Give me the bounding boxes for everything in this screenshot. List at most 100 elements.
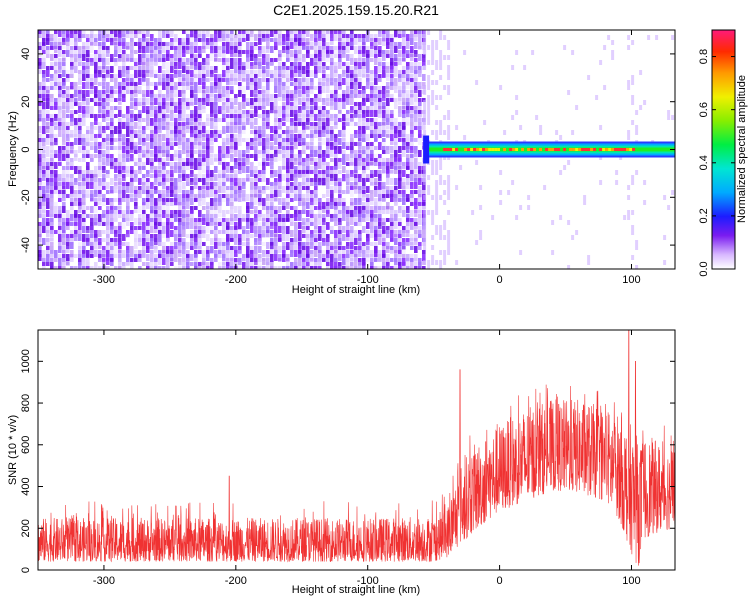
spectrogram-cell	[98, 254, 102, 258]
spectrogram-cell	[302, 58, 306, 62]
spectrogram-cell	[254, 86, 258, 93]
spectrogram-cell	[74, 194, 78, 201]
spectrogram-cell	[410, 198, 414, 202]
spectrogram-cell	[210, 142, 214, 146]
spectrogram-cell	[262, 86, 266, 93]
spectrogram-cell	[90, 206, 94, 213]
spectrogram-cell	[166, 146, 170, 150]
spectrogram-cell	[166, 170, 170, 177]
spectrogram-cell	[46, 78, 50, 82]
spectrogram-cell	[310, 234, 314, 241]
spectrogram-cell	[86, 266, 90, 269]
spectrogram-cell	[366, 78, 370, 85]
spectrogram-cell	[402, 226, 406, 233]
spectrogram-cell	[394, 246, 398, 253]
spectrogram-cell	[242, 114, 246, 118]
spectrogram-cell	[262, 114, 266, 121]
spectrogram-cell	[110, 226, 114, 230]
spectrogram-cell	[62, 254, 66, 258]
spectrogram-cell	[427, 45, 431, 50]
spectrogram-cell	[206, 254, 210, 261]
spectrogram-cell	[38, 62, 42, 69]
spectrogram-cell	[402, 90, 406, 94]
spectrogram-cell	[154, 190, 158, 194]
spectrogram-cell	[254, 190, 258, 197]
spectrogram-cell	[274, 182, 278, 186]
spectrogram-cell	[354, 210, 358, 217]
spectrogram-cell	[334, 254, 338, 258]
spectrogram-cell	[94, 166, 98, 170]
spectrogram-cell	[82, 146, 86, 150]
spectrogram-cell	[218, 154, 222, 161]
spectrogram-cell	[254, 170, 258, 177]
spectrogram-cell	[374, 158, 378, 162]
spectrogram-cell	[242, 62, 246, 66]
spectrogram-cell	[334, 206, 338, 210]
spectrogram-cell	[322, 218, 326, 225]
spectrogram-cell	[122, 266, 126, 269]
spectrogram-cell	[194, 46, 198, 53]
spectrogram-cell	[66, 126, 70, 130]
spectrogram-cell	[46, 134, 50, 138]
spectrogram-cell	[394, 234, 398, 238]
spectrogram-cell	[194, 42, 198, 46]
spectrogram-cell	[423, 215, 427, 220]
spectrogram-cell	[398, 226, 402, 230]
spectrogram-cell	[98, 34, 102, 41]
spectrogram-cell	[406, 258, 410, 262]
spectrogram-cell	[122, 154, 126, 158]
spectrogram-cell	[358, 202, 362, 209]
spectrogram-cell	[382, 166, 386, 173]
spectrogram-cell	[230, 146, 234, 153]
spectrogram-cell	[350, 250, 354, 257]
spectrogram-cell	[114, 126, 118, 130]
spectrogram-cell	[150, 162, 154, 169]
spectrogram-cell	[54, 122, 58, 129]
spectrogram-cell	[82, 194, 86, 198]
spectrogram-cell	[150, 182, 154, 189]
spectrogram-cell	[162, 54, 166, 61]
spectrogram-cell	[202, 82, 206, 89]
spectrogram-cell	[230, 238, 234, 242]
spectrogram-cell	[190, 154, 194, 158]
spectrogram-cell	[42, 134, 46, 138]
spectrogram-cell	[126, 198, 130, 202]
spectrogram-cell	[190, 54, 194, 58]
spectrogram-cell	[318, 250, 322, 254]
spectrogram-cell	[366, 62, 370, 66]
spectrogram-cell	[202, 42, 206, 49]
spectrogram-cell	[70, 242, 74, 249]
spectrogram-cell	[330, 142, 334, 149]
spectrogram-cell	[394, 190, 398, 194]
spectrogram-cell	[402, 130, 406, 137]
spectrogram-cell	[398, 94, 402, 101]
spectrogram-cell	[98, 238, 102, 245]
spectrogram-cell	[346, 98, 350, 105]
spectrogram-cell	[86, 130, 90, 134]
spectrogram-cell	[302, 66, 306, 70]
spectrogram-cell	[294, 146, 298, 150]
spectrogram-cell	[62, 242, 66, 246]
spectrogram-cell	[374, 258, 378, 262]
spectrogram-cell	[398, 194, 402, 201]
spectrogram-cell	[358, 210, 362, 217]
spectrogram-cell	[386, 174, 390, 178]
spectrogram-cell	[234, 106, 238, 113]
spectrogram-cell	[62, 150, 66, 157]
spectrogram-cell	[254, 82, 258, 86]
spectrogram-cell	[226, 34, 230, 38]
spectrogram-cell	[374, 230, 378, 237]
spectrogram-cell	[110, 74, 114, 78]
spectrogram-cell	[338, 178, 342, 182]
spectrogram-cell	[278, 170, 282, 174]
spectrogram-cell	[431, 100, 435, 105]
spectrogram-cell	[274, 114, 278, 118]
spectrogram-cell	[146, 114, 150, 121]
spectrogram-cell	[410, 170, 414, 174]
spectrogram-cell	[294, 110, 298, 114]
spectrogram-cell	[390, 246, 394, 253]
spectrogram-cell	[162, 222, 166, 229]
spectrogram-cell	[222, 174, 226, 178]
spectrogram-cell	[366, 198, 370, 202]
spectrogram-cell	[98, 194, 102, 201]
